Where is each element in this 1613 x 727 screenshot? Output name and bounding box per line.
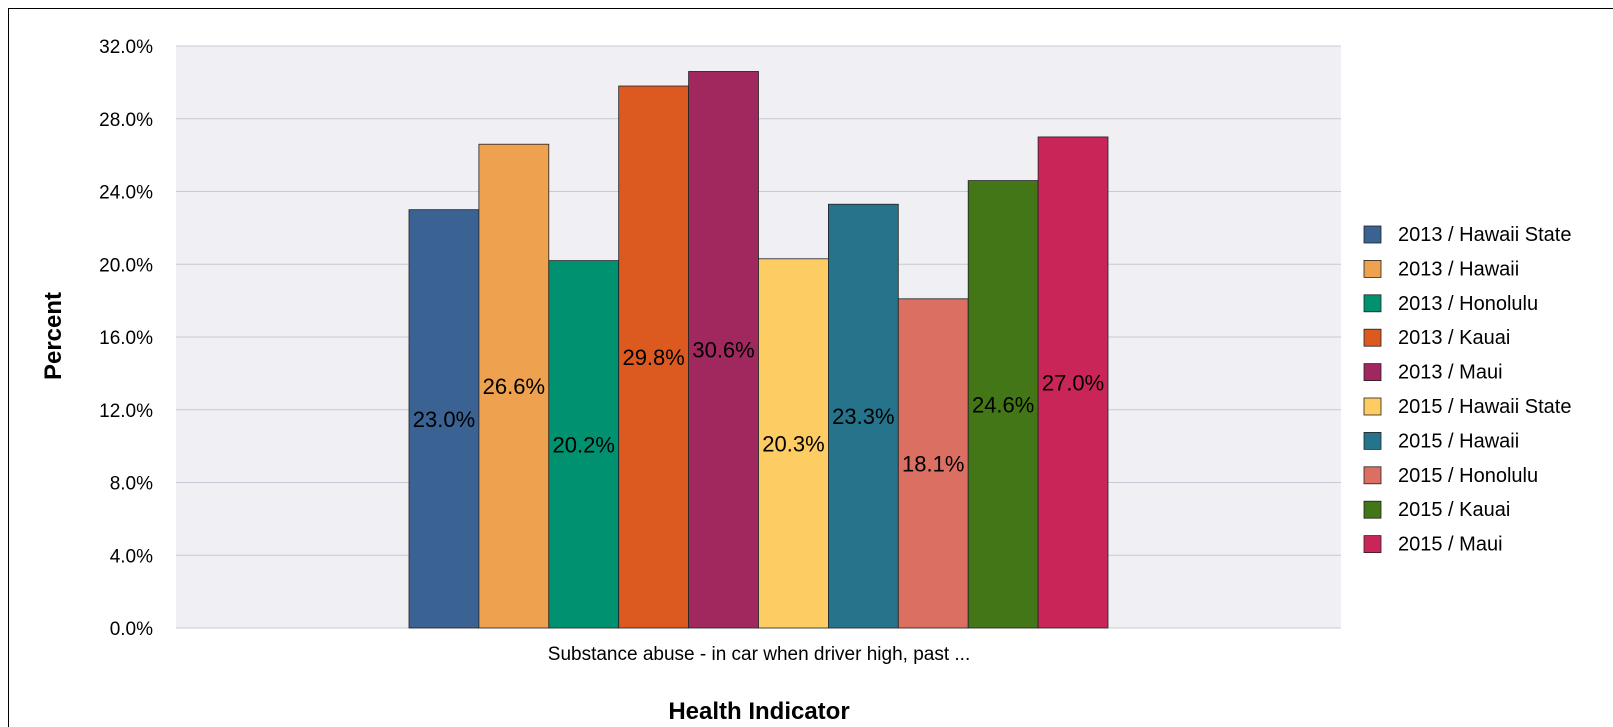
data-label: 20.3% bbox=[762, 431, 824, 456]
legend-label: 2015 / Kauai bbox=[1398, 499, 1510, 521]
legend-swatch bbox=[1363, 363, 1382, 382]
legend-swatch bbox=[1363, 259, 1382, 278]
x-axis-title: Health Indicator bbox=[668, 698, 849, 725]
data-label: 30.6% bbox=[692, 338, 754, 363]
legend-swatch bbox=[1363, 431, 1382, 450]
bar bbox=[618, 85, 690, 629]
y-tick-label: 20.0% bbox=[99, 255, 153, 276]
y-tick-label: 8.0% bbox=[110, 474, 153, 495]
y-tick-label: 16.0% bbox=[99, 328, 153, 349]
y-tick-label: 28.0% bbox=[99, 110, 153, 131]
legend-label: 2013 / Kauai bbox=[1398, 327, 1510, 349]
bar bbox=[688, 71, 759, 629]
legend-label: 2013 / Hawaii bbox=[1398, 258, 1519, 280]
y-tick-label: 32.0% bbox=[99, 37, 153, 58]
legend-swatch bbox=[1363, 225, 1382, 244]
data-label: 24.6% bbox=[972, 392, 1034, 417]
legend-swatch bbox=[1363, 500, 1382, 519]
legend-swatch bbox=[1363, 328, 1382, 347]
data-label: 23.3% bbox=[832, 404, 894, 429]
data-label: 26.6% bbox=[483, 374, 545, 399]
data-label: 27.0% bbox=[1042, 370, 1104, 395]
legend-label: 2015 / Honolulu bbox=[1398, 465, 1538, 487]
bar bbox=[1037, 136, 1109, 629]
bar bbox=[478, 143, 550, 629]
data-label: 29.8% bbox=[622, 345, 684, 370]
y-tick-label: 24.0% bbox=[99, 183, 153, 204]
legend-swatch bbox=[1363, 535, 1382, 553]
data-label: 20.2% bbox=[553, 432, 615, 457]
bar bbox=[897, 298, 969, 629]
data-labels: 23.0% 26.6% 20.2% 29.8% 30.6% 20.3% 23.3% 18.1%… bbox=[413, 338, 1104, 477]
legend-swatch bbox=[1363, 294, 1382, 313]
x-tick-label: Substance abuse - in car when driver hig… bbox=[548, 644, 970, 665]
legend-label: 2013 / Hawaii State bbox=[1398, 224, 1571, 246]
legend-label: 2015 / Maui bbox=[1398, 534, 1503, 556]
legend-label: 2013 / Honolulu bbox=[1398, 293, 1538, 315]
bar bbox=[967, 180, 1039, 629]
y-axis-title: Percent bbox=[40, 292, 67, 380]
chart-frame bbox=[8, 8, 1613, 727]
x-axis-ticks: Substance abuse - in car when driver hig… bbox=[548, 644, 970, 665]
legend-swatch bbox=[1363, 466, 1382, 485]
legend-label: 2015 / Hawaii bbox=[1398, 430, 1519, 452]
bars bbox=[408, 71, 1109, 629]
data-label: 18.1% bbox=[902, 451, 964, 476]
legend-label: 2015 / Hawaii State bbox=[1398, 396, 1571, 418]
bar bbox=[408, 209, 480, 629]
y-tick-label: 4.0% bbox=[110, 546, 153, 567]
y-axis-ticks: 0.0% 4.0% 8.0% 12.0% 16.0% 20.0% 24.0% 28.0% 32.… bbox=[99, 37, 153, 640]
legend-label: 2013 / Maui bbox=[1398, 362, 1503, 384]
data-label: 23.0% bbox=[413, 407, 475, 432]
legend: 2013 / Hawaii State 2013 / Hawaii 2013 / H… bbox=[1363, 224, 1571, 556]
bar bbox=[828, 203, 899, 629]
bar bbox=[548, 260, 620, 629]
y-tick-label: 12.0% bbox=[99, 401, 153, 422]
legend-swatch bbox=[1363, 397, 1382, 416]
y-tick-label: 0.0% bbox=[110, 619, 153, 640]
